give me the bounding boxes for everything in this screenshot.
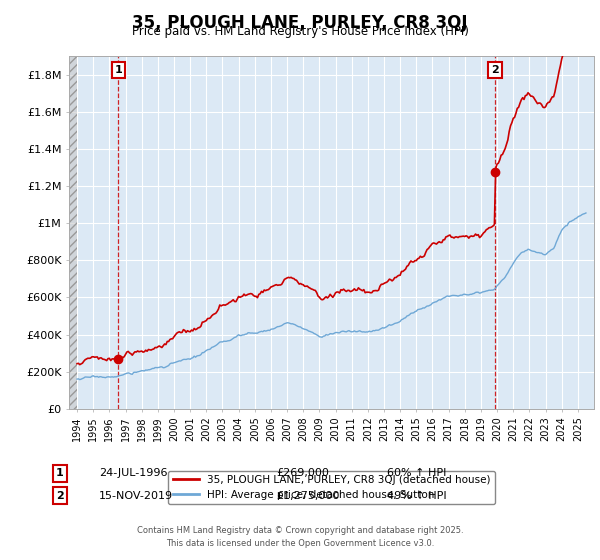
Text: 24-JUL-1996: 24-JUL-1996 xyxy=(99,468,167,478)
Text: 60% ↑ HPI: 60% ↑ HPI xyxy=(387,468,446,478)
Text: 49% ↑ HPI: 49% ↑ HPI xyxy=(387,491,446,501)
Text: 2: 2 xyxy=(56,491,64,501)
Bar xyxy=(69,56,77,409)
Text: 35, PLOUGH LANE, PURLEY, CR8 3QJ: 35, PLOUGH LANE, PURLEY, CR8 3QJ xyxy=(132,14,468,32)
Text: Price paid vs. HM Land Registry's House Price Index (HPI): Price paid vs. HM Land Registry's House … xyxy=(131,25,469,38)
Text: £269,000: £269,000 xyxy=(276,468,329,478)
Text: 1: 1 xyxy=(56,468,64,478)
Text: 15-NOV-2019: 15-NOV-2019 xyxy=(99,491,173,501)
Text: 2: 2 xyxy=(491,65,499,75)
Text: £1,275,000: £1,275,000 xyxy=(276,491,340,501)
Legend: 35, PLOUGH LANE, PURLEY, CR8 3QJ (detached house), HPI: Average price, detached : 35, PLOUGH LANE, PURLEY, CR8 3QJ (detach… xyxy=(169,470,494,504)
Text: Contains HM Land Registry data © Crown copyright and database right 2025.
This d: Contains HM Land Registry data © Crown c… xyxy=(137,526,463,548)
Bar xyxy=(69,56,77,409)
Text: 1: 1 xyxy=(115,65,122,75)
